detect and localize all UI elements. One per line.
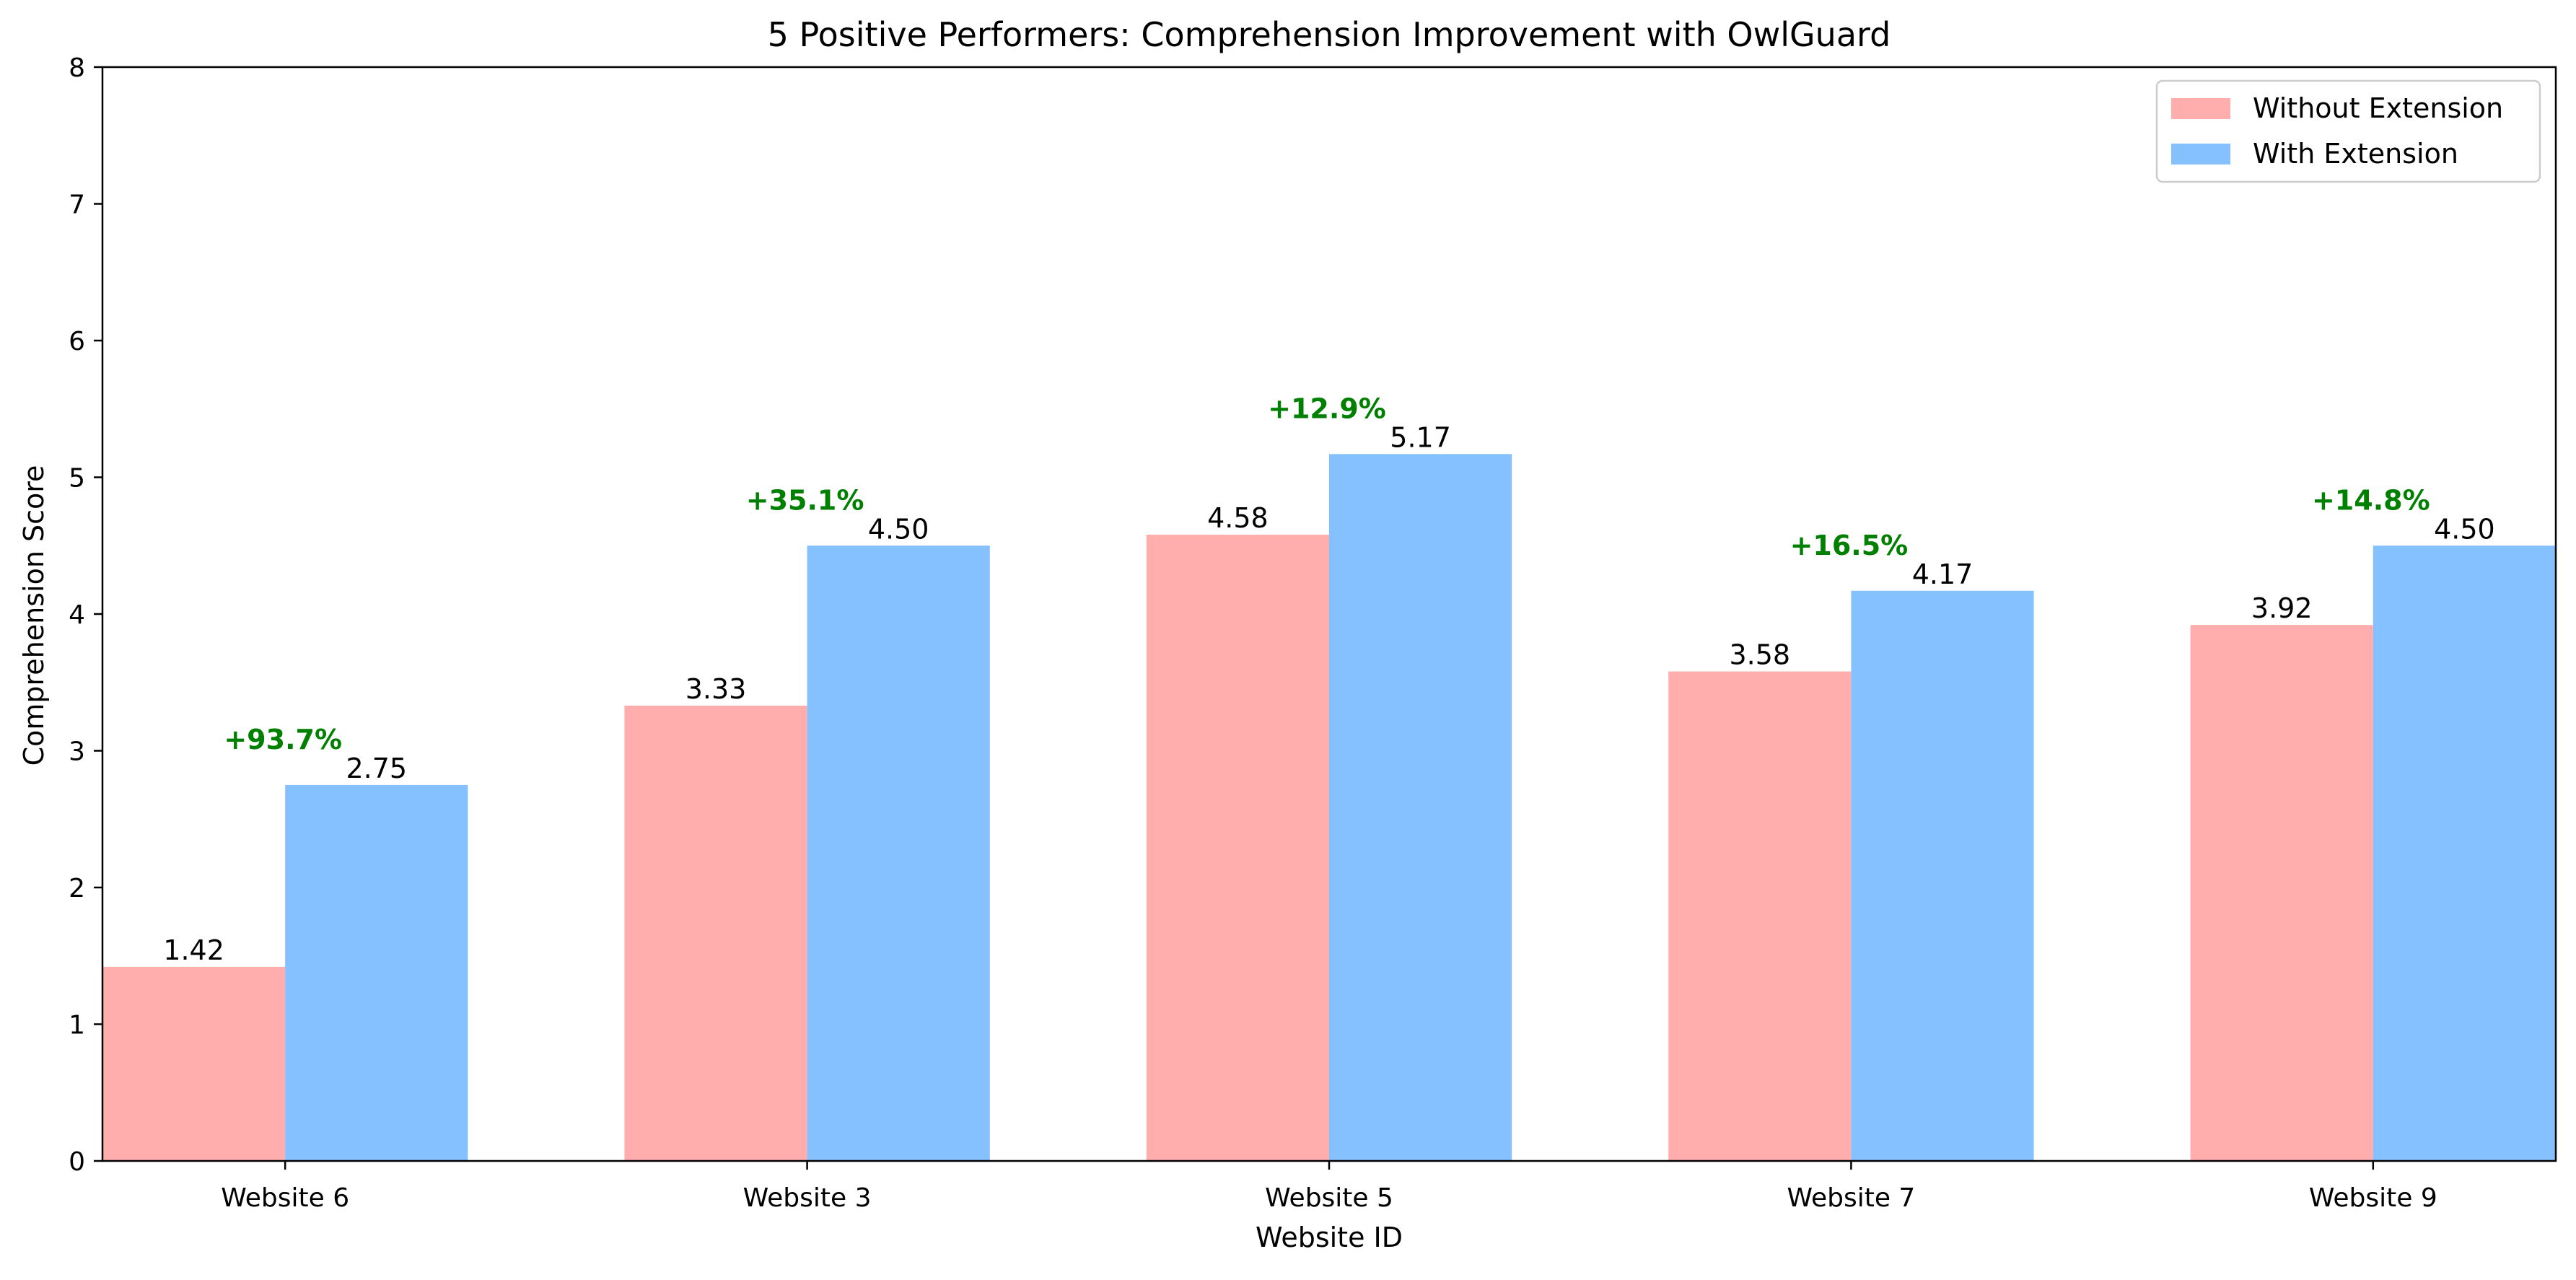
- legend-label: Without Extension: [2253, 92, 2503, 124]
- x-tick-label: Website 6: [221, 1183, 349, 1213]
- bar-value-label: 4.58: [1207, 502, 1269, 534]
- bar-value-label: 5.17: [1390, 421, 1451, 453]
- improvement-label: +16.5%: [1790, 530, 1909, 561]
- chart-title: 5 Positive Performers: Comprehension Imp…: [768, 15, 1891, 54]
- y-tick-label: 3: [69, 737, 85, 767]
- x-axis-label: Website ID: [1256, 1222, 1403, 1253]
- improvement-label: +93.7%: [224, 724, 342, 755]
- legend-swatch-without-extension: [2171, 98, 2230, 119]
- legend-swatch-with-extension: [2171, 144, 2230, 165]
- bar-with-extension: [1329, 454, 1512, 1161]
- bar-with-extension: [1851, 590, 2034, 1161]
- y-axis-label: Comprehension Score: [18, 465, 50, 766]
- bar-without-extension: [102, 966, 286, 1161]
- improvement-label: +35.1%: [746, 484, 864, 516]
- legend-label: With Extension: [2253, 138, 2458, 170]
- bar-value-label: 3.33: [685, 673, 747, 705]
- x-tick-label: Website 3: [743, 1183, 872, 1213]
- x-tick-label: Website 5: [1265, 1183, 1393, 1213]
- x-tick-label: Website 7: [1787, 1183, 1915, 1213]
- bar-without-extension: [2190, 625, 2373, 1161]
- bar-with-extension: [285, 784, 468, 1161]
- legend-box: [2155, 79, 2541, 183]
- bar-without-extension: [624, 705, 807, 1161]
- improvement-label: +14.8%: [2312, 484, 2430, 516]
- bar-value-label: 3.58: [1730, 639, 1791, 671]
- bar-with-extension: [2373, 545, 2556, 1161]
- bar-value-label: 4.50: [2434, 513, 2495, 545]
- y-tick-label: 1: [69, 1011, 85, 1040]
- improvement-label: +12.9%: [1268, 393, 1386, 424]
- bar-value-label: 1.42: [163, 934, 224, 966]
- bar-with-extension: [807, 545, 990, 1161]
- y-tick-label: 4: [69, 600, 85, 630]
- bar-value-label: 4.50: [868, 513, 929, 545]
- bar-value-label: 2.75: [346, 753, 407, 784]
- x-tick-label: Website 9: [2309, 1183, 2437, 1213]
- bar-without-extension: [1668, 671, 1852, 1161]
- bar-value-label: 3.92: [2251, 592, 2313, 624]
- legend: Without Extension With Extension: [2155, 79, 2541, 183]
- y-tick-label: 2: [69, 874, 85, 903]
- bar-value-label: 4.17: [1912, 558, 1973, 590]
- plot-area: 1.42 3.33 4.58 3.58 3.92 2.75 4.50 5.17 4.17 4.50…: [69, 53, 2557, 1213]
- y-tick-label: 7: [69, 190, 85, 220]
- bar-without-extension: [1146, 535, 1329, 1161]
- y-tick-label: 5: [69, 464, 85, 494]
- y-tick-label: 0: [69, 1147, 85, 1177]
- y-tick-label: 6: [69, 327, 85, 356]
- y-tick-label: 8: [69, 53, 85, 83]
